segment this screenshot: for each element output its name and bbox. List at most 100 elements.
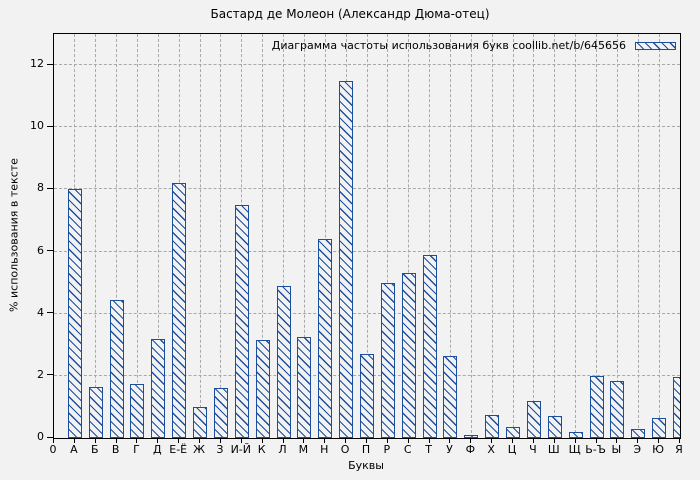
gridline-vertical bbox=[136, 34, 138, 438]
bar-У bbox=[443, 355, 458, 438]
y-tick-label: 12 bbox=[30, 57, 44, 71]
x-tick-label: Т bbox=[425, 443, 432, 456]
x-axis-tick bbox=[428, 438, 430, 443]
gridline-vertical bbox=[220, 34, 222, 438]
bar-Щ bbox=[568, 431, 583, 438]
x-tick-label: Я bbox=[675, 443, 683, 456]
bar-Д bbox=[151, 338, 166, 438]
legend: Диаграмма частоты использования букв coo… bbox=[272, 39, 676, 52]
x-tick-label: Х bbox=[487, 443, 495, 456]
x-tick-label: Ю bbox=[652, 443, 665, 456]
gridline-vertical bbox=[157, 34, 159, 438]
gridline-vertical bbox=[637, 34, 639, 438]
gridline-vertical bbox=[491, 34, 493, 438]
x-axis-tick bbox=[386, 438, 388, 443]
bar-Ш bbox=[547, 416, 562, 438]
bar-Ц bbox=[506, 427, 521, 438]
gridline-vertical bbox=[449, 34, 451, 438]
x-tick-label: Ц bbox=[507, 443, 517, 456]
x-axis-tick bbox=[73, 438, 75, 443]
x-axis-tick bbox=[574, 438, 576, 443]
x-axis-tick bbox=[94, 438, 96, 443]
x-axis-tick bbox=[595, 438, 597, 443]
bar-С bbox=[401, 273, 416, 438]
x-axis-tick bbox=[178, 438, 180, 443]
x-tick-label: С bbox=[403, 443, 412, 456]
x-tick-label: Ж bbox=[193, 443, 205, 456]
gridline-vertical bbox=[303, 34, 305, 438]
x-axis-tick bbox=[303, 438, 305, 443]
x-tick-label: Ь-Ъ bbox=[585, 443, 606, 456]
gridline-vertical bbox=[324, 34, 326, 438]
bar-Е-Ё bbox=[172, 183, 187, 438]
bar-Г bbox=[130, 383, 145, 438]
y-axis-tick bbox=[47, 436, 53, 438]
x-axis-tick bbox=[240, 438, 242, 443]
x-tick-label: А bbox=[70, 443, 78, 456]
x-axis-tick bbox=[219, 438, 221, 443]
gridline-vertical bbox=[283, 34, 285, 438]
x-tick-label: Ч bbox=[529, 443, 537, 456]
x-tick-label: В bbox=[111, 443, 120, 456]
gridline-vertical bbox=[596, 34, 598, 438]
y-tick-label: 6 bbox=[37, 243, 44, 257]
x-axis-tick bbox=[491, 438, 493, 443]
x-tick-label: П bbox=[361, 443, 371, 456]
gridline-vertical bbox=[95, 34, 97, 438]
x-axis-tick bbox=[616, 438, 618, 443]
y-tick-label: 10 bbox=[30, 119, 44, 133]
x-tick-label: К bbox=[257, 443, 266, 456]
x-tick-label: Ш bbox=[547, 443, 560, 456]
legend-label: Диаграмма частоты использования букв coo… bbox=[271, 39, 626, 52]
x-tick-label: Э bbox=[633, 443, 642, 456]
y-axis-tick bbox=[47, 250, 53, 252]
x-tick-label: Ф bbox=[465, 443, 476, 456]
x-tick-label: Ы bbox=[611, 443, 622, 456]
bar-Ю bbox=[652, 417, 667, 438]
x-axis-title: Буквы bbox=[348, 459, 384, 472]
bar-З bbox=[213, 388, 228, 438]
y-axis-tick bbox=[47, 374, 53, 376]
x-tick-label: И-Й bbox=[230, 443, 252, 456]
x-axis-tick bbox=[658, 438, 660, 443]
x-tick-label: Н bbox=[320, 443, 329, 456]
y-tick-label: 4 bbox=[37, 305, 44, 319]
bar-Р bbox=[380, 282, 395, 438]
bar-Х bbox=[485, 414, 500, 438]
bar-Ч bbox=[526, 400, 541, 438]
gridline-vertical bbox=[262, 34, 264, 438]
bar-Э bbox=[631, 428, 646, 438]
bar-Я bbox=[673, 377, 680, 438]
x-axis-tick bbox=[532, 438, 534, 443]
bar-Ь-Ъ bbox=[589, 375, 604, 438]
x-axis-tick bbox=[366, 438, 367, 443]
bar-Б bbox=[88, 386, 103, 438]
x-axis-tick bbox=[282, 438, 284, 443]
x-axis-tick bbox=[679, 438, 680, 443]
x-axis-tick bbox=[512, 438, 514, 443]
legend-swatch-icon bbox=[635, 41, 676, 50]
x-axis-tick bbox=[407, 438, 409, 443]
x-axis-tick bbox=[199, 438, 201, 443]
y-axis-tick bbox=[47, 63, 53, 65]
plot-area: Диаграмма частоты использования букв coo… bbox=[53, 33, 681, 439]
gridline-vertical bbox=[387, 34, 389, 438]
gridline-vertical bbox=[658, 34, 660, 438]
x-axis-tick bbox=[553, 438, 555, 443]
x-tick-label: Л bbox=[278, 443, 287, 456]
gridline-vertical bbox=[116, 34, 118, 438]
gridline-vertical bbox=[199, 34, 201, 438]
x-axis-tick bbox=[345, 438, 347, 443]
bar-И-Й bbox=[234, 204, 249, 438]
gridline-vertical bbox=[512, 34, 514, 438]
y-tick-label: 2 bbox=[37, 367, 44, 381]
x-axis-tick bbox=[136, 438, 138, 443]
x-axis-tick bbox=[157, 438, 159, 443]
bar-Т bbox=[422, 254, 437, 438]
gridline-vertical bbox=[554, 34, 556, 438]
x-tick-label: З bbox=[216, 443, 224, 456]
y-axis-tick bbox=[47, 312, 53, 314]
gridline-vertical bbox=[616, 34, 618, 438]
gridline-vertical bbox=[470, 34, 472, 438]
x-tick-label: Е-Ё bbox=[169, 443, 188, 456]
